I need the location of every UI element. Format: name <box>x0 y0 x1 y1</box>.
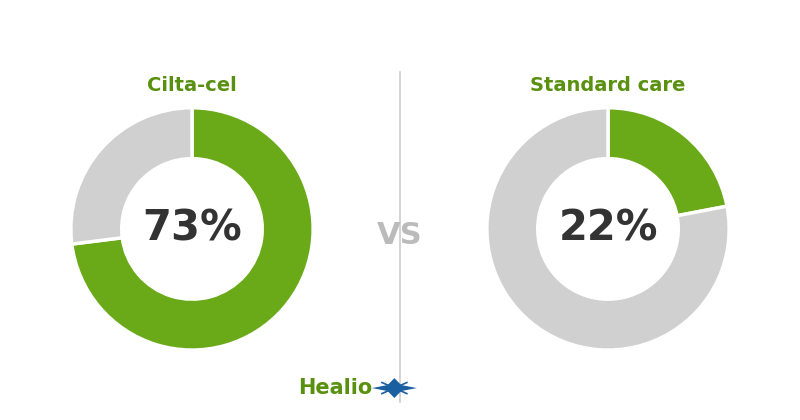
Text: Complete response rates in CARTITUDE-4 (ITT population): Complete response rates in CARTITUDE-4 (… <box>70 23 730 42</box>
Wedge shape <box>608 108 727 216</box>
Polygon shape <box>372 378 417 398</box>
Text: VS: VS <box>377 221 423 250</box>
Text: Cilta-cel: Cilta-cel <box>147 76 237 95</box>
Wedge shape <box>72 108 313 350</box>
Text: 22%: 22% <box>558 208 658 250</box>
Wedge shape <box>71 108 192 244</box>
Text: Standard care: Standard care <box>530 76 686 95</box>
Text: Healio: Healio <box>298 378 372 398</box>
Text: 73%: 73% <box>142 208 242 250</box>
Wedge shape <box>487 108 729 350</box>
